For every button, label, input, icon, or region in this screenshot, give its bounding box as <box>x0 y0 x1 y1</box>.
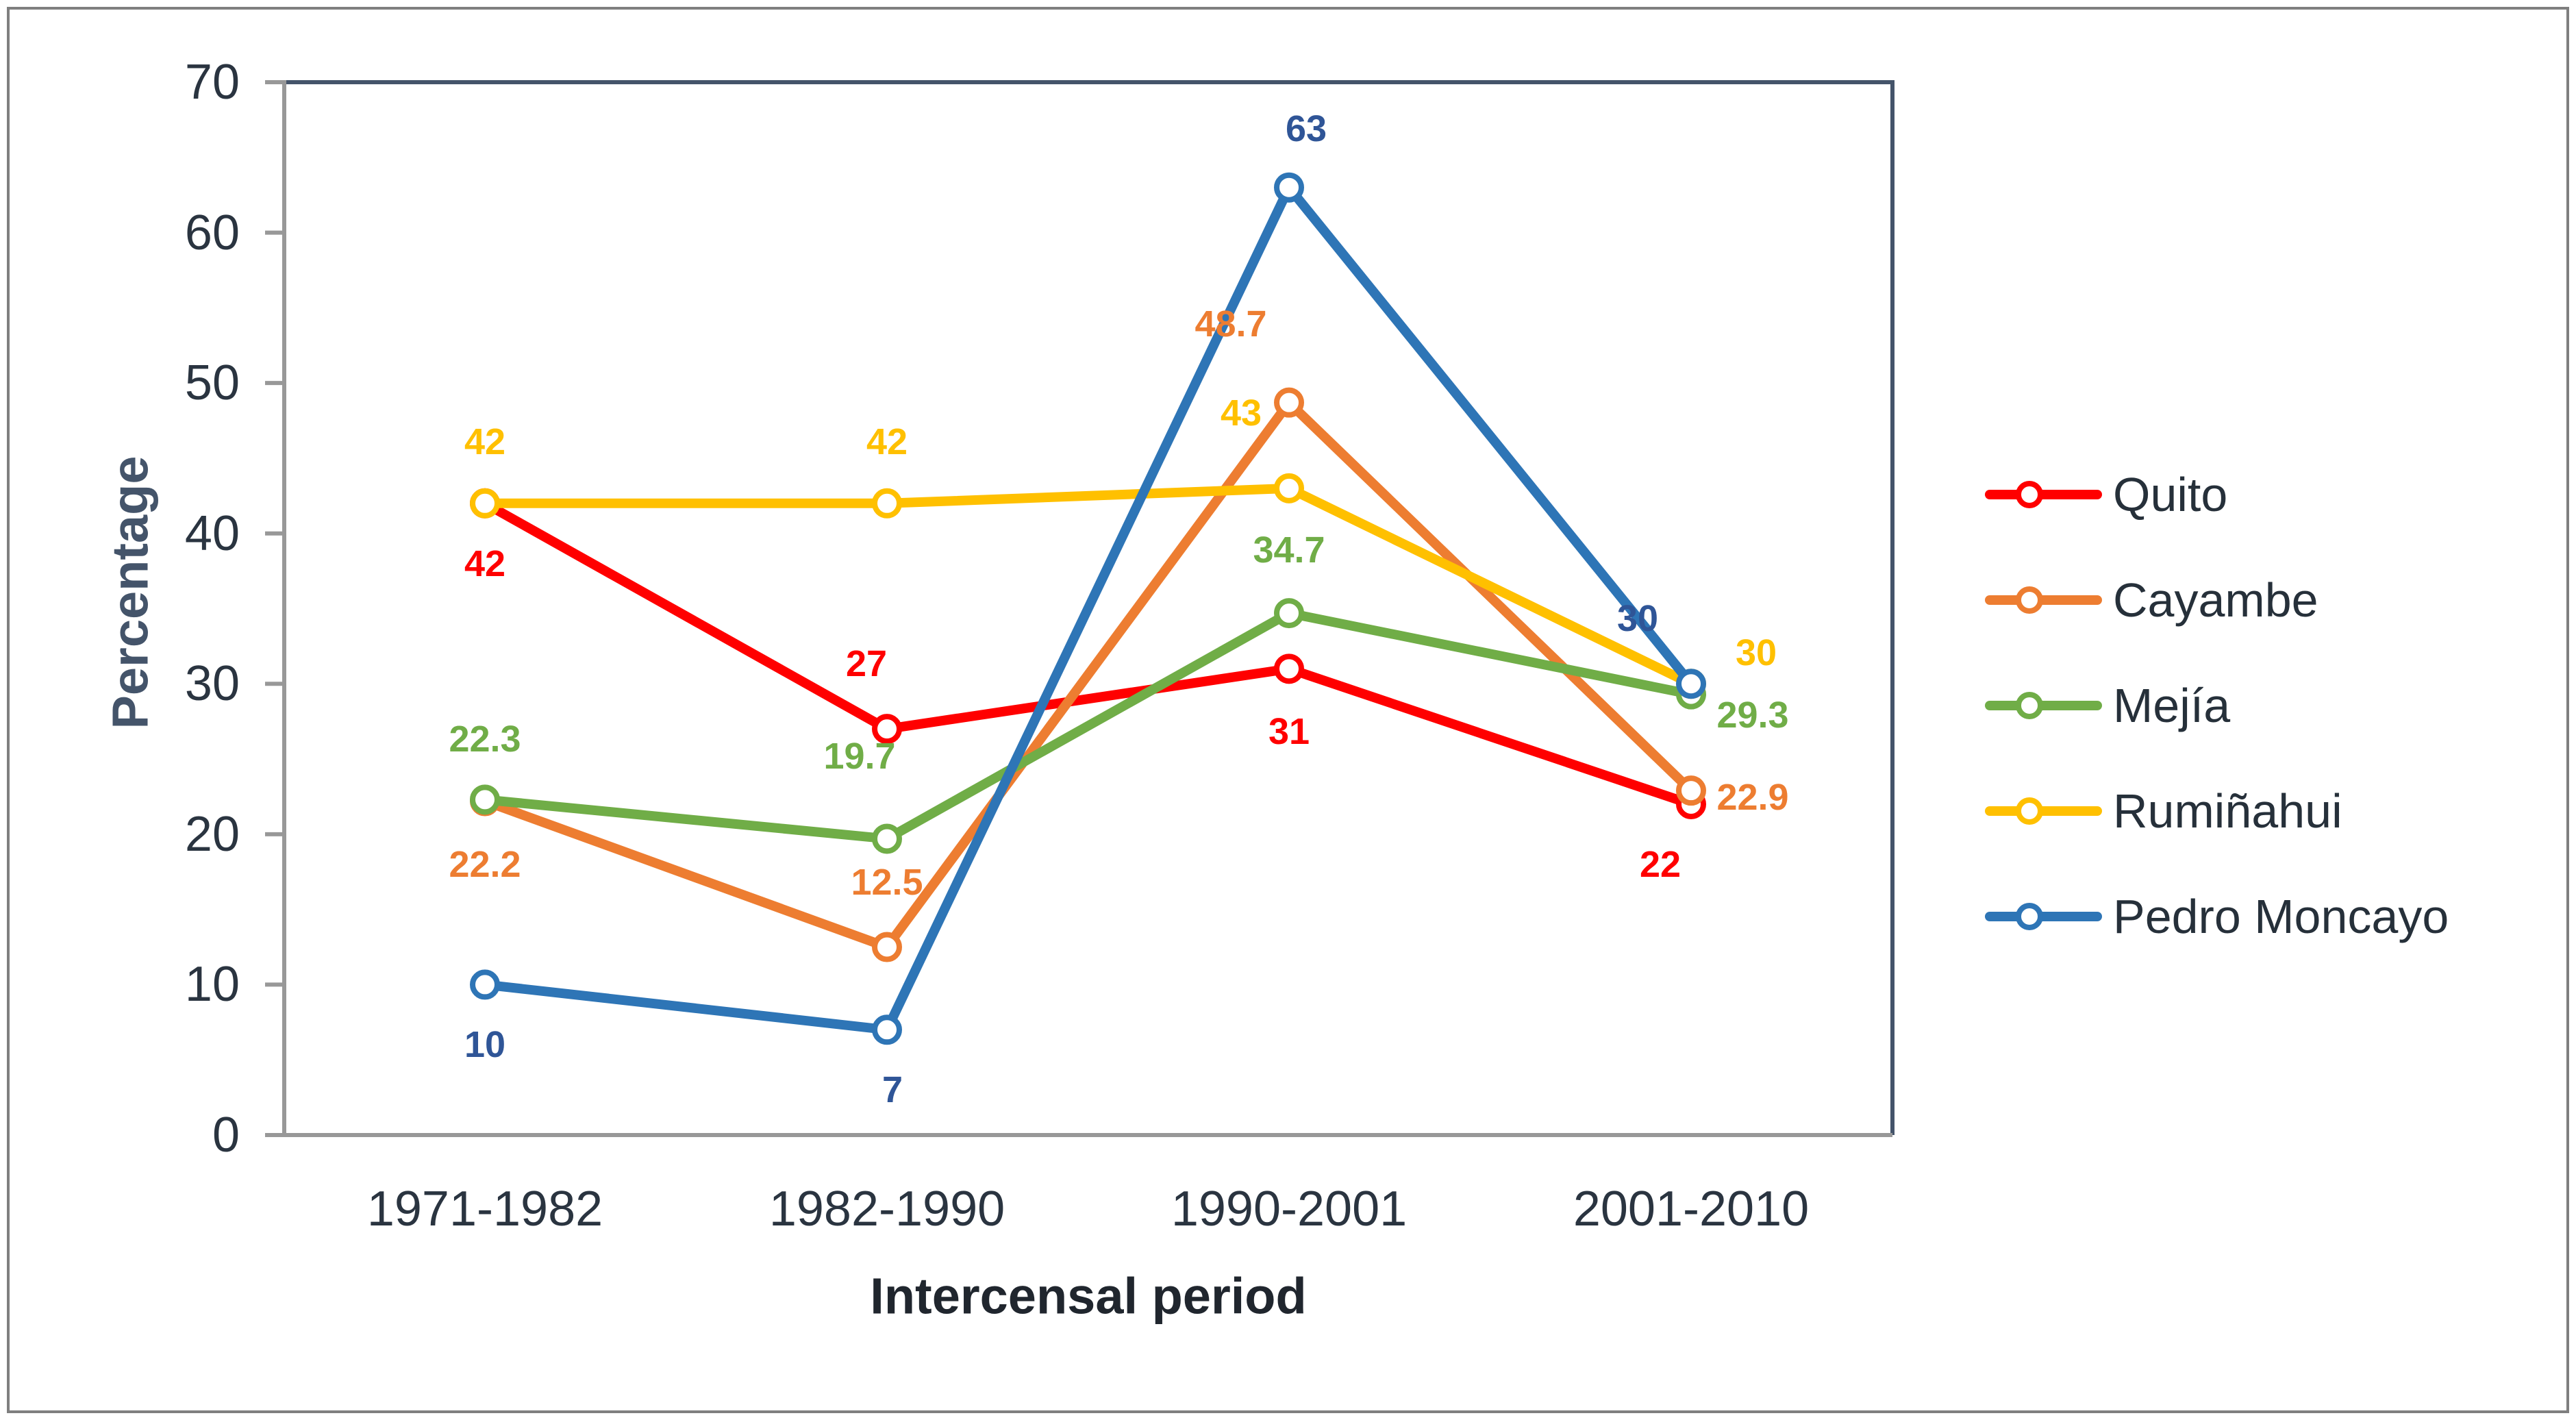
data-label: 48.7 <box>1195 303 1267 345</box>
series-line-3 <box>480 483 1696 689</box>
y-tick-label: 30 <box>184 656 240 712</box>
data-point-marker <box>872 1014 902 1045</box>
legend-item-label: Mejía <box>2113 679 2231 732</box>
legend-marker <box>2016 797 2043 825</box>
data-label: 30 <box>1735 632 1777 674</box>
data-point-marker <box>1676 669 1706 699</box>
y-tick-label: 20 <box>184 806 240 862</box>
y-tick-label: 60 <box>184 205 240 260</box>
legend-marker <box>2016 481 2043 508</box>
data-point-marker <box>470 784 500 815</box>
data-label: 30 <box>1616 598 1659 640</box>
y-tick-label: 70 <box>184 55 240 110</box>
data-label: 31 <box>1268 711 1310 753</box>
series-line-0 <box>480 498 1696 809</box>
data-label: 34.7 <box>1253 530 1325 571</box>
legend-item-label: Cayambe <box>2113 573 2318 627</box>
legend-item-label: Rumiñahui <box>2113 784 2342 838</box>
series-line-4 <box>480 182 1696 1035</box>
data-point-marker <box>470 488 500 519</box>
data-point-marker <box>872 823 902 854</box>
series-line-2 <box>480 608 1696 844</box>
data-label: 42 <box>464 543 506 584</box>
data-label: 27 <box>845 643 888 685</box>
data-point-marker <box>470 969 500 1000</box>
legend-marker <box>2016 586 2043 614</box>
data-label: 19.7 <box>823 736 896 777</box>
data-point-marker <box>1274 653 1304 684</box>
x-axis-title: Intercensal period <box>870 1267 1307 1325</box>
y-tick-label: 0 <box>212 1108 240 1162</box>
data-label: 7 <box>881 1069 903 1111</box>
x-tick-label: 1982-1990 <box>768 1182 1005 1236</box>
y-tick-label: 10 <box>184 957 240 1012</box>
data-point-marker <box>1274 473 1304 503</box>
data-label: 22.2 <box>449 843 521 885</box>
data-label: 63 <box>1285 108 1327 149</box>
y-tick-label: 40 <box>184 506 240 561</box>
data-label: 29.3 <box>1716 694 1789 736</box>
series-line-1 <box>480 397 1696 952</box>
x-tick-label: 2001-2010 <box>1573 1182 1810 1236</box>
data-point-marker <box>872 714 902 745</box>
data-label: 22.9 <box>1716 777 1789 819</box>
data-point-marker <box>1676 775 1706 806</box>
data-label: 42 <box>464 421 506 462</box>
data-label: 12.5 <box>851 861 923 903</box>
x-tick-label: 1990-2001 <box>1171 1182 1408 1236</box>
data-point-marker <box>872 932 902 962</box>
data-label: 22.3 <box>449 719 521 760</box>
data-point-marker <box>1274 598 1304 629</box>
data-point-marker <box>1274 172 1304 203</box>
legend-marker <box>2016 903 2043 930</box>
data-label: 22 <box>1639 843 1681 885</box>
y-tick-label: 50 <box>184 356 240 411</box>
data-label: 10 <box>464 1024 506 1066</box>
legend-marker <box>2016 692 2043 719</box>
legend-item-label: Quito <box>2113 468 2228 521</box>
legend-item-label: Pedro Moncayo <box>2113 890 2449 943</box>
data-point-marker <box>872 488 902 519</box>
data-label: 43 <box>1220 392 1262 434</box>
data-label: 42 <box>866 421 908 462</box>
x-tick-label: 1971-1982 <box>366 1182 603 1236</box>
data-point-marker <box>1274 387 1304 418</box>
